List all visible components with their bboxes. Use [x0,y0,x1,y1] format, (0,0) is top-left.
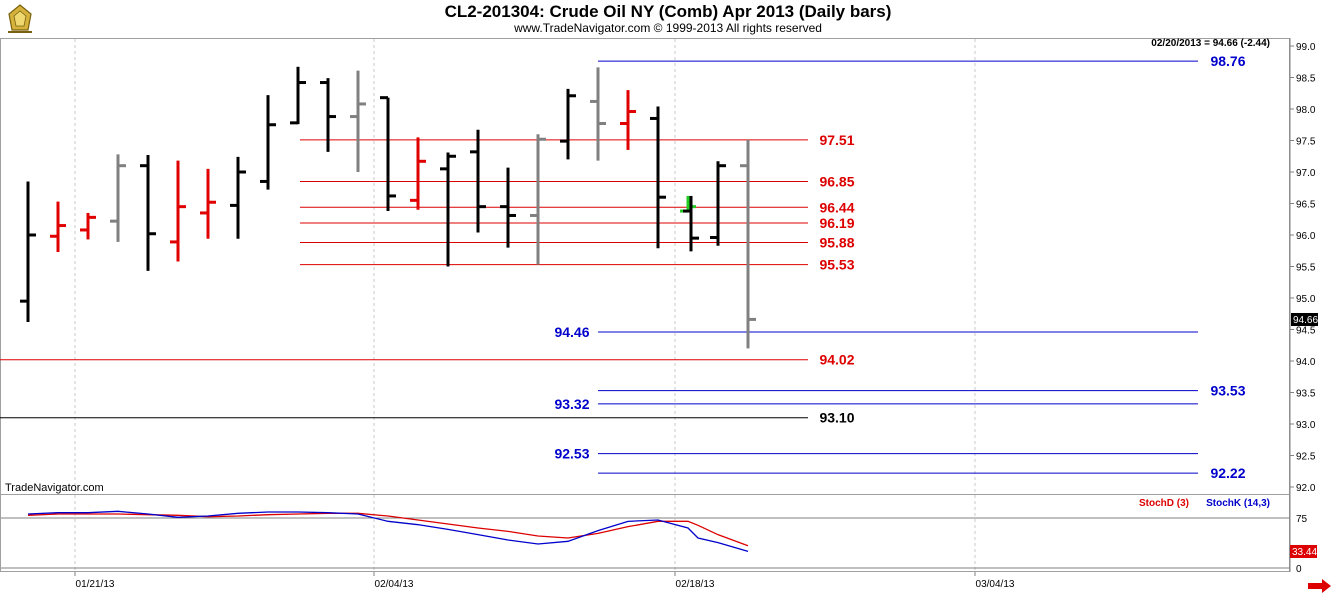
stoch-d-legend: StochD (3) [1139,498,1189,509]
date-axis-label: 01/21/13 [76,579,115,590]
chart-copyright: www.TradeNavigator.com © 1999-2013 All r… [514,21,822,35]
scroll-right-arrow-icon[interactable] [1308,579,1331,593]
price-axis-label: 97.0 [1296,168,1316,179]
level-label-93.10: 93.10 [819,410,854,426]
price-axis-label: 94.5 [1296,326,1316,337]
last-price-tag-bg [1291,313,1318,326]
level-label-95.88: 95.88 [819,235,854,251]
price-axis-label: 97.5 [1296,137,1316,148]
stoch-axis-label: 75 [1296,514,1308,525]
stoch-k-legend: StochK (14,3) [1206,498,1270,509]
stoch-value-tag-bg [1290,545,1317,558]
level-label-96.19: 96.19 [819,215,854,231]
date-axis: 01/21/13 02/04/13 02/18/13 03/04/13 [74,572,1015,590]
price-axis-label: 96.0 [1296,231,1316,242]
price-axis-label: 98.5 [1296,74,1316,85]
trade-navigator-logo-icon [4,2,36,34]
level-label-94.46: 94.46 [554,324,589,340]
date-axis-label: 02/18/13 [676,579,715,590]
level-label-97.51: 97.51 [819,132,854,148]
price-axis-label: 93.5 [1296,389,1316,400]
chart-title: CL2-201304: Crude Oil NY (Comb) Apr 2013… [444,2,892,21]
stoch-value-tag: 33.44 [1292,547,1317,558]
price-axis-label: 93.0 [1296,420,1316,431]
watermark: TradeNavigator.com [5,482,104,494]
price-axis-label: 99.0 [1296,42,1316,53]
level-label-93.53: 93.53 [1210,383,1245,399]
stoch-series-stochk--14-3- [27,510,749,552]
price-axis-label: 95.0 [1296,294,1316,305]
level-label-98.76: 98.76 [1210,53,1245,69]
grid-layer [74,39,976,571]
price-axis-label: 96.5 [1296,200,1316,211]
level-label-92.53: 92.53 [554,446,589,462]
price-axis-label: 94.0 [1296,357,1316,368]
level-label-92.22: 92.22 [1210,465,1245,481]
price-axis-label: 98.0 [1296,105,1316,116]
stochastic-lines: 75 0 [1,510,1308,575]
price-axis-label: 92.5 [1296,452,1316,463]
ohlc-bars [20,66,756,349]
level-label-93.32: 93.32 [554,396,589,412]
level-label-94.02: 94.02 [819,352,854,368]
date-axis-label: 02/04/13 [375,579,414,590]
level-label-96.85: 96.85 [819,173,854,189]
stoch-axis-label: 0 [1296,564,1302,575]
level-label-95.53: 95.53 [819,257,854,273]
date-axis-label: 03/04/13 [976,579,1015,590]
price-axis: 99.0 98.5 98.0 97.5 97.0 96.5 96.0 95.5 95.0 94.5… [1290,42,1316,494]
price-axis-label: 92.0 [1296,483,1316,494]
level-label-96.44: 96.44 [819,199,854,215]
last-price-tag: 94.66 [1293,315,1318,326]
price-readout: 02/20/2013 = 94.66 (-2.44) [1151,38,1270,49]
price-panel-frame [0,38,1290,495]
stoch-panel-frame [0,494,1290,572]
chart-header: CL2-201304: Crude Oil NY (Comb) Apr 2013… [0,0,1336,38]
price-axis-label: 95.5 [1296,263,1316,274]
